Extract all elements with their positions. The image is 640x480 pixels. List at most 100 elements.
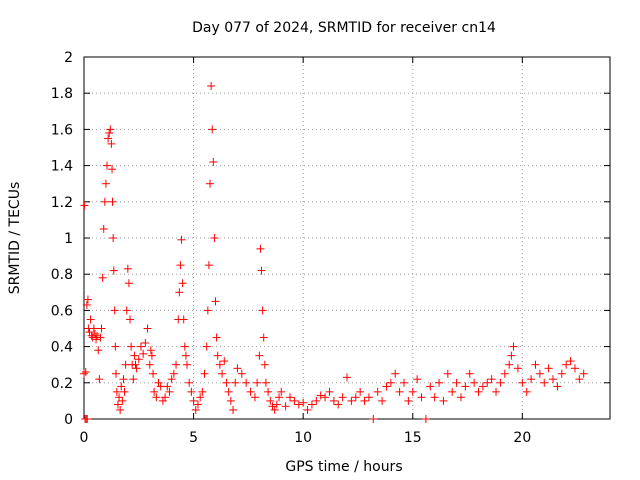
data-points (80, 81, 588, 423)
data-point (540, 378, 549, 387)
data-point (86, 315, 95, 324)
data-point (321, 393, 330, 402)
data-point (500, 369, 509, 378)
data-point (250, 393, 259, 402)
data-point (522, 387, 531, 396)
data-point (312, 396, 321, 405)
data-point (92, 335, 101, 344)
data-point (146, 346, 155, 355)
data-point (134, 355, 143, 364)
y-tick-label: 2 (64, 50, 73, 66)
data-point (178, 279, 187, 288)
data-point (492, 387, 501, 396)
data-point (203, 306, 212, 315)
data-point (483, 378, 492, 387)
data-point (179, 315, 188, 324)
y-tick-label: 0.4 (51, 340, 73, 356)
data-point (507, 351, 516, 360)
data-point (256, 244, 265, 253)
data-point (143, 324, 152, 333)
data-point (98, 273, 107, 282)
data-point (100, 197, 109, 206)
data-point (139, 349, 148, 358)
data-point (229, 405, 238, 414)
data-point (123, 264, 132, 273)
data-point (579, 369, 588, 378)
data-point (118, 396, 127, 405)
x-axis-label: GPS time / hours (285, 459, 402, 475)
y-tick-label: 1.4 (51, 159, 73, 175)
data-point (316, 391, 325, 400)
x-tick-label: 15 (404, 430, 422, 446)
data-point (404, 396, 413, 405)
data-point (108, 165, 117, 174)
data-point (255, 351, 264, 360)
data-point (465, 369, 474, 378)
data-point (175, 288, 184, 297)
data-point (351, 393, 360, 402)
data-point (364, 393, 373, 402)
data-point (264, 387, 273, 396)
data-point (93, 331, 102, 340)
data-point (246, 387, 255, 396)
data-point (101, 179, 110, 188)
y-tick-label: 0.6 (51, 303, 73, 319)
data-point (535, 369, 544, 378)
data-point (210, 234, 219, 242)
data-point (544, 364, 553, 373)
data-point (177, 235, 186, 244)
data-point (187, 387, 196, 396)
data-point (395, 387, 404, 396)
data-point (299, 398, 308, 407)
data-point (82, 300, 91, 309)
data-point (147, 351, 156, 360)
data-point (124, 279, 133, 288)
data-point (209, 157, 218, 166)
data-point (360, 396, 369, 405)
data-point (307, 400, 316, 409)
y-axis-label: SRMTID / TECUs (7, 182, 23, 295)
data-point (487, 375, 496, 384)
data-point (253, 378, 262, 387)
data-point (334, 400, 343, 409)
data-point (165, 387, 174, 396)
data-point (430, 393, 439, 402)
data-point (115, 393, 124, 402)
plot-frame (83, 56, 611, 420)
data-point (233, 364, 242, 373)
data-point (408, 387, 417, 396)
y-tick-label: 1.8 (51, 86, 73, 102)
data-point (95, 375, 104, 384)
data-point (549, 375, 558, 384)
data-point (439, 396, 448, 405)
data-point (111, 342, 120, 351)
data-point (226, 396, 235, 405)
data-point (531, 360, 540, 369)
data-point (260, 360, 269, 369)
data-point (172, 360, 181, 369)
data-point (94, 346, 103, 355)
data-point (80, 369, 88, 378)
data-point (258, 306, 267, 315)
data-point (167, 375, 176, 384)
data-point (222, 378, 231, 387)
grid (84, 57, 610, 419)
data-point (426, 382, 435, 391)
data-point (120, 387, 129, 396)
data-point (109, 266, 118, 275)
data-point (113, 400, 122, 409)
data-point (96, 333, 105, 342)
data-point (527, 375, 536, 384)
y-tick-label: 1.6 (51, 122, 73, 138)
data-point (112, 387, 121, 396)
data-point (207, 81, 216, 90)
data-point (158, 396, 167, 405)
data-point (290, 396, 299, 405)
data-point (456, 393, 465, 402)
data-point (325, 387, 334, 396)
data-point (270, 405, 279, 414)
data-point (105, 129, 114, 138)
data-point (202, 342, 211, 351)
data-point (215, 360, 224, 369)
